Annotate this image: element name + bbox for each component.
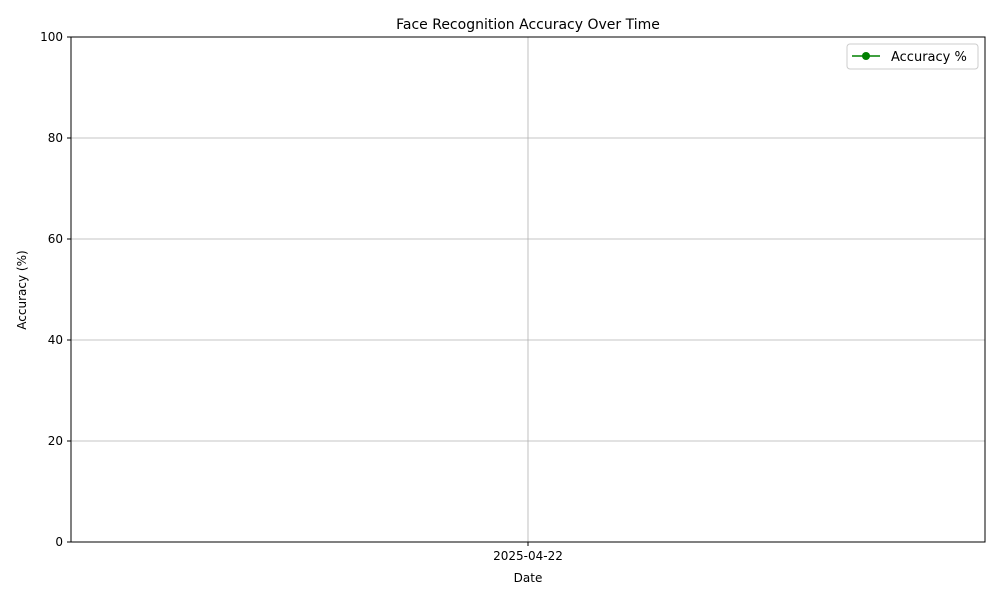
y-axis-ticks: 0 20 40 60 80 100 xyxy=(40,30,71,549)
y-axis-label: Accuracy (%) xyxy=(15,250,29,329)
y-tick-label: 20 xyxy=(48,434,63,448)
x-axis-label: Date xyxy=(514,571,543,585)
legend: Accuracy % xyxy=(846,43,979,70)
chart-title: Face Recognition Accuracy Over Time xyxy=(396,17,660,33)
y-tick-label: 60 xyxy=(48,232,63,246)
grid xyxy=(71,36,985,543)
y-tick-label: 0 xyxy=(55,535,63,549)
legend-box xyxy=(846,43,979,70)
y-tick-label: 80 xyxy=(48,131,63,145)
x-axis-ticks: 2025-04-22 xyxy=(493,542,563,563)
y-tick-label: 40 xyxy=(48,333,63,347)
legend-label: Accuracy % xyxy=(891,50,967,65)
legend-marker-swatch xyxy=(862,52,870,60)
x-tick-label: 2025-04-22 xyxy=(493,549,563,563)
y-tick-label: 100 xyxy=(40,30,63,44)
